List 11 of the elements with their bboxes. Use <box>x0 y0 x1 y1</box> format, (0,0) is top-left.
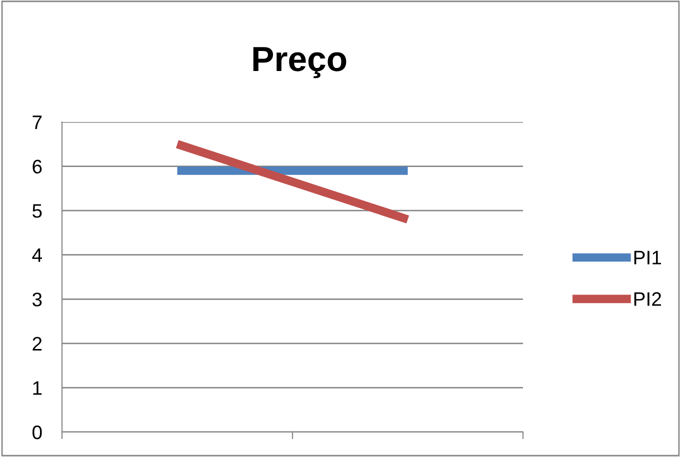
y-tick-label: 6 <box>32 160 42 174</box>
y-tick-label: 7 <box>32 116 42 130</box>
y-tick-label: 3 <box>32 292 42 306</box>
y-tick-label: 4 <box>32 248 42 262</box>
y-tick-label: 2 <box>32 336 42 350</box>
y-tick-label: 1 <box>33 381 42 395</box>
chart-title: Preço <box>253 47 346 78</box>
y-tick-label: 0 <box>32 425 42 440</box>
y-tick-label: 5 <box>32 204 42 218</box>
legend-label: PI1 <box>634 250 662 264</box>
legend-label: PI2 <box>634 292 661 306</box>
